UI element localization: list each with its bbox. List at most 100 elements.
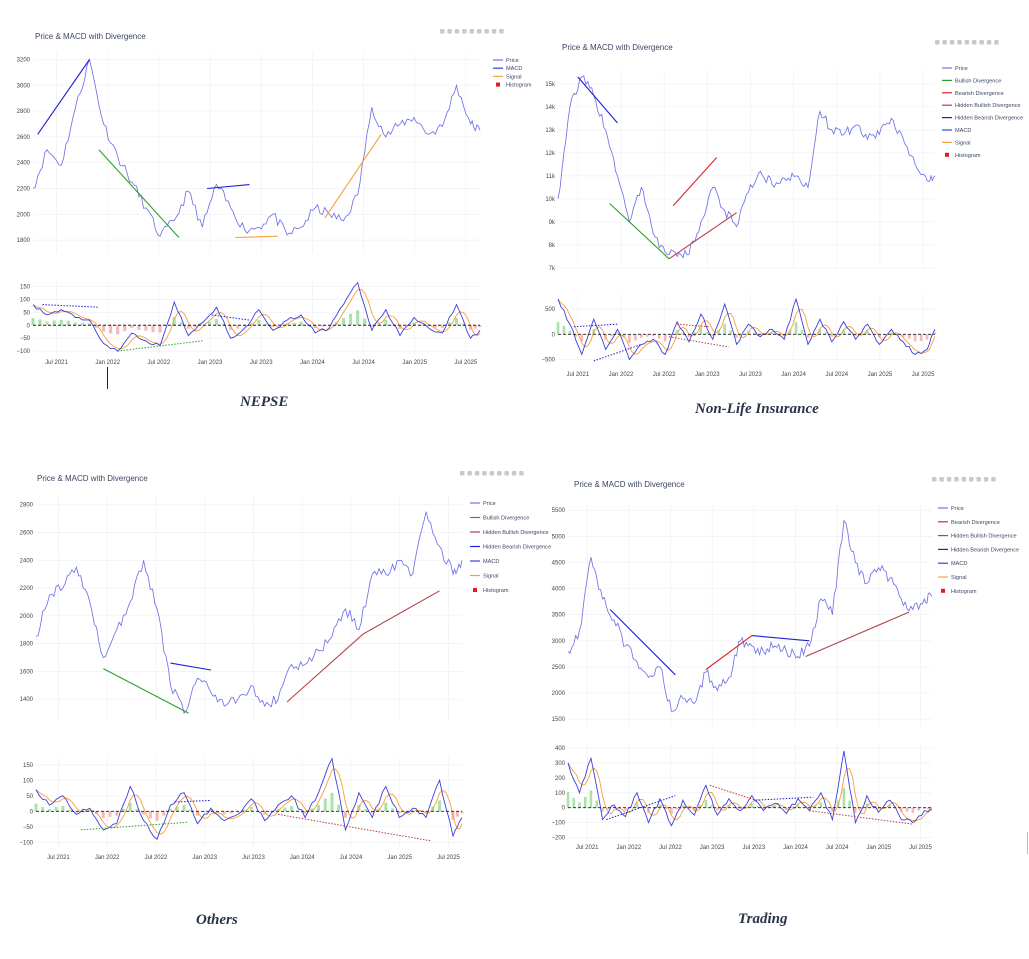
- histogram-bar: [249, 806, 253, 812]
- histogram-bar: [640, 334, 643, 338]
- macd-tick-label: 100: [23, 778, 34, 784]
- histogram-bar: [433, 325, 437, 328]
- toolbar-icon-4: [462, 29, 467, 34]
- legend-label: MACD: [955, 128, 971, 134]
- price-divergence-line: [170, 662, 211, 671]
- toolbar-icon-3: [474, 471, 480, 476]
- histogram-bar: [320, 325, 324, 327]
- histogram-bar: [236, 811, 240, 813]
- histogram-bar: [878, 334, 881, 338]
- toolbar-icon-1: [932, 477, 937, 482]
- histogram-bar: [871, 807, 874, 808]
- histogram-bar: [670, 807, 673, 814]
- histogram-bar: [663, 334, 667, 342]
- histogram-bar: [865, 803, 869, 808]
- legend-swatch: [473, 588, 477, 592]
- macd-tick-label: 0: [562, 806, 566, 812]
- histogram-bar: [66, 320, 70, 326]
- histogram-bar: [624, 807, 627, 811]
- histogram-bar: [317, 804, 320, 812]
- histogram-bar: [782, 334, 786, 337]
- price-line: [32, 58, 481, 237]
- macd-tick-label: 100: [20, 297, 31, 303]
- x-tick-label: Jul 2024: [340, 855, 363, 861]
- chart-title: Price & MACD with Divergence: [562, 43, 673, 52]
- macd-tick-label: 0: [552, 332, 556, 338]
- x-tick-label: Jan 2024: [783, 845, 808, 851]
- macd-line: [32, 281, 481, 352]
- price-divergence-line: [207, 184, 250, 190]
- histogram-bar: [612, 806, 616, 808]
- histogram-bar: [94, 325, 99, 328]
- toolbar-icon-4: [482, 471, 487, 476]
- macd-tick-label: 50: [26, 794, 33, 800]
- price-tick-label: 7k: [549, 266, 556, 272]
- macd-divergence-line: [42, 304, 99, 308]
- legend-swatch: [945, 152, 949, 157]
- histogram-bar: [137, 325, 141, 330]
- price-divergence-line: [235, 235, 278, 239]
- toolbar-icon-3: [946, 477, 952, 482]
- histogram-bar: [813, 805, 817, 808]
- histogram-bar: [121, 808, 125, 812]
- price-tick-label: 3500: [552, 613, 566, 619]
- price-tick-label: 2400: [20, 558, 34, 564]
- histogram-bar: [929, 334, 933, 336]
- price-tick-label: 3000: [552, 639, 566, 645]
- histogram-bar: [687, 334, 691, 337]
- legend-label: Price: [483, 501, 496, 507]
- price-tick-label: 3200: [17, 57, 31, 63]
- histogram-bar: [108, 811, 112, 817]
- legend-label: MACD: [483, 559, 499, 565]
- histogram-bar: [698, 804, 702, 808]
- histogram-bar: [440, 325, 444, 328]
- legend-label: Hidden Bearish Divergence: [951, 547, 1019, 553]
- macd-tick-label: 50: [23, 310, 30, 316]
- histogram-bar: [842, 787, 846, 808]
- histogram-bar: [859, 807, 863, 809]
- toolbar-icon-4: [954, 477, 959, 482]
- histogram-bar: [222, 811, 226, 815]
- histogram-bar: [756, 805, 759, 808]
- price-tick-label: 2500: [552, 665, 566, 671]
- histogram-bar: [61, 805, 65, 812]
- histogram-bar: [175, 807, 179, 812]
- price-tick-label: 2200: [20, 586, 34, 592]
- histogram-bar: [148, 811, 152, 819]
- histogram-bar: [303, 811, 307, 814]
- legend-label: Hidden Bullish Divergence: [951, 534, 1017, 540]
- caption-others: Others: [196, 912, 238, 928]
- macd-line: [567, 750, 933, 827]
- histogram-bar: [424, 811, 428, 814]
- histogram-bar: [900, 807, 903, 812]
- x-tick-label: Jan 2023: [198, 360, 223, 366]
- histogram-bar: [438, 800, 442, 812]
- legend-label: Hidden Bearish Divergence: [955, 116, 1023, 122]
- legend-label: Hidden Bullish Divergence: [955, 103, 1021, 109]
- histogram-bar: [158, 325, 162, 333]
- toolbar-icon-9: [519, 471, 524, 476]
- macd-divergence-line: [606, 795, 676, 821]
- legend-label: Bearish Divergence: [955, 91, 1004, 97]
- histogram-bar: [202, 811, 206, 813]
- chart-panel-non-life-insurance: Price & MACD with Divergence 7k 8k 9k 10k 11k…: [530, 32, 1029, 384]
- price-divergence-line: [672, 157, 718, 207]
- histogram-bar: [292, 323, 296, 326]
- histogram-bar: [364, 809, 368, 812]
- price-tick-label: 2200: [17, 186, 31, 192]
- price-divergence-line: [668, 212, 737, 260]
- scrollbar-edge: [1027, 832, 1028, 854]
- macd-tick-label: 500: [545, 307, 556, 313]
- toolbar-icon-7: [484, 29, 489, 34]
- price-line: [35, 511, 463, 714]
- histogram-bar: [327, 325, 331, 327]
- histogram-bar: [447, 322, 451, 326]
- signal-line: [32, 288, 481, 350]
- price-tick-label: 2000: [552, 691, 566, 697]
- histogram-bar: [257, 319, 261, 326]
- macd-tick-label: 150: [23, 763, 34, 769]
- price-divergence-line: [609, 203, 670, 260]
- histogram-bar: [264, 323, 268, 326]
- histogram-bar: [606, 807, 610, 810]
- histogram-bar: [818, 329, 822, 335]
